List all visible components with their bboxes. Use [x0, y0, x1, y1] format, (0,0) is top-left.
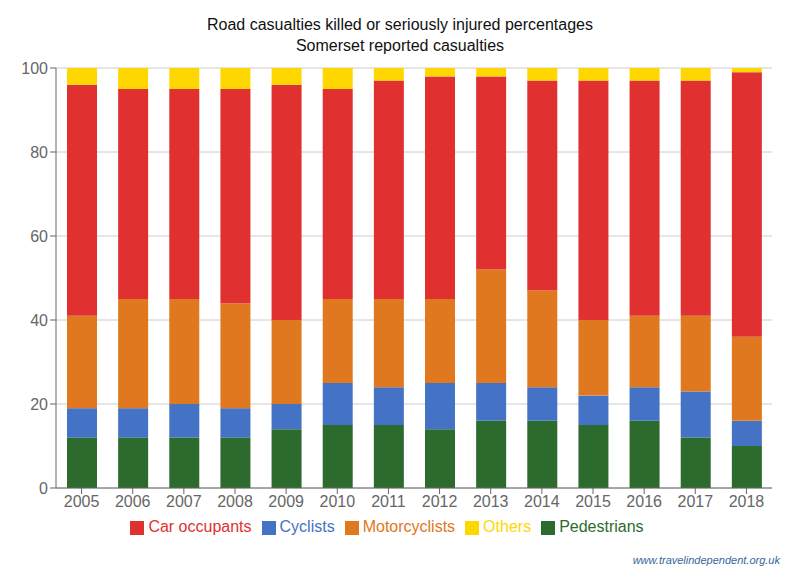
svg-text:2007: 2007 — [166, 493, 202, 510]
svg-text:2015: 2015 — [575, 493, 611, 510]
html-text:Pedestrians: Pedestrians — [559, 518, 644, 535]
svg-text:2018: 2018 — [729, 493, 765, 510]
svg-text:100: 100 — [21, 60, 48, 77]
html-text:Cyclists: Cyclists — [279, 518, 335, 535]
svg-text:2005: 2005 — [64, 493, 100, 510]
html-text:Road casualties killed or seri: Road casualties killed or seriously inju… — [207, 16, 593, 33]
html-text:www.travelindependent.org.uk: www.travelindependent.org.uk — [632, 554, 780, 566]
svg-text:2011: 2011 — [371, 493, 406, 510]
svg-text:2014: 2014 — [524, 493, 560, 510]
svg-text:2012: 2012 — [422, 493, 458, 510]
html-text:Motorcyclists: Motorcyclists — [362, 518, 456, 535]
html-text:Somerset reported casualties: Somerset reported casualties — [295, 37, 504, 54]
svg-text:2008: 2008 — [217, 493, 253, 510]
svg-text:2006: 2006 — [115, 493, 151, 510]
svg-text:2009: 2009 — [268, 493, 304, 510]
svg-text:2013: 2013 — [473, 493, 509, 510]
svg-text:80: 80 — [30, 144, 48, 161]
svg-text:20: 20 — [30, 396, 48, 413]
svg-text:2016: 2016 — [626, 493, 662, 510]
html-text:Car occupants: Car occupants — [148, 518, 252, 535]
svg-text:2010: 2010 — [319, 493, 355, 510]
svg-text:60: 60 — [30, 228, 48, 245]
svg-text:2017: 2017 — [677, 493, 713, 510]
svg-text:40: 40 — [30, 312, 48, 329]
svg-text:0: 0 — [39, 480, 48, 497]
html-text:Others: Others — [483, 518, 532, 535]
